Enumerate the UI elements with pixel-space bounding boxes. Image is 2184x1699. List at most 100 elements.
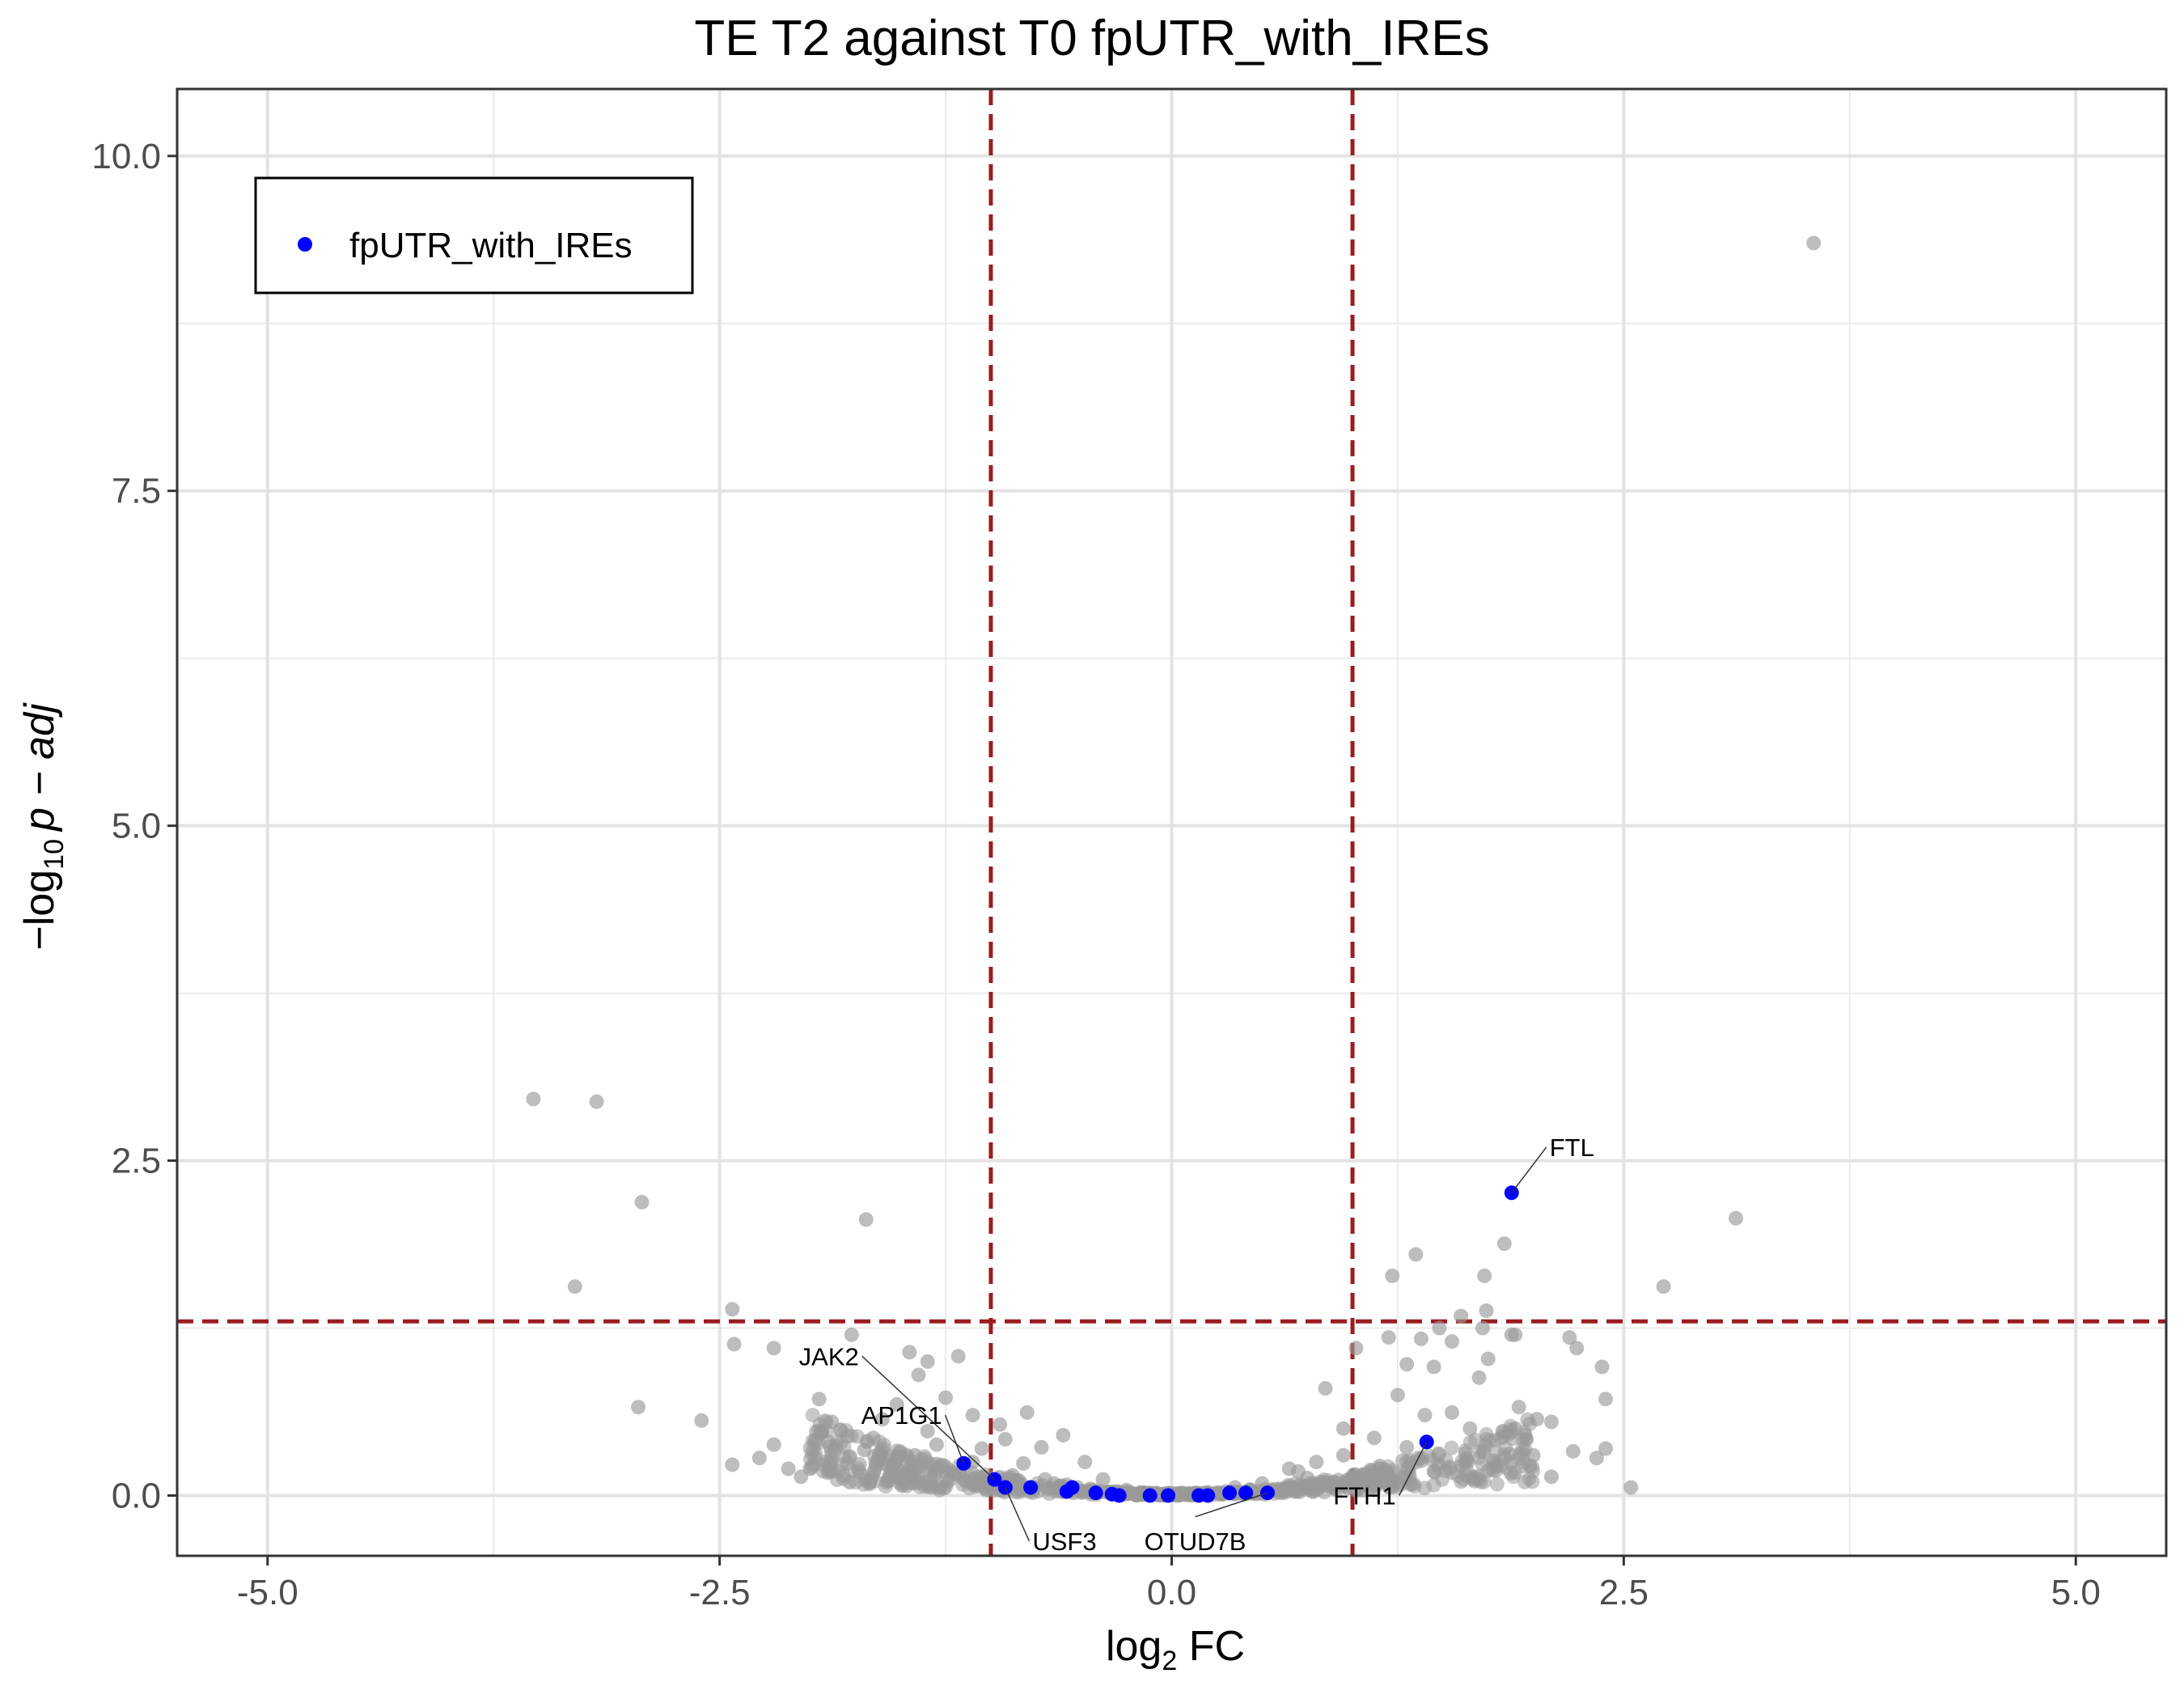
background-point	[1462, 1434, 1478, 1450]
annotation-leader-line	[1399, 1441, 1428, 1496]
background-point	[1290, 1464, 1306, 1479]
highlight-points	[956, 1185, 1519, 1503]
background-point	[1417, 1408, 1433, 1423]
background-point	[932, 1482, 947, 1498]
background-point	[1399, 1454, 1414, 1469]
background-point	[1381, 1330, 1396, 1345]
background-point	[851, 1460, 866, 1476]
background-point	[871, 1434, 887, 1449]
background-point	[1385, 1477, 1400, 1492]
highlight-point	[1200, 1488, 1216, 1503]
threshold-lines	[177, 89, 2166, 1556]
y-tick-label: 2.5	[112, 1142, 161, 1181]
background-point	[1034, 1439, 1049, 1455]
annotation-leader-line	[1005, 1487, 1031, 1542]
legend-label: fpUTR_with_IREs	[349, 226, 633, 265]
background-point	[1309, 1455, 1324, 1470]
background-point	[1444, 1334, 1459, 1349]
background-point	[1441, 1459, 1457, 1474]
background-point	[1399, 1357, 1415, 1372]
background-point	[920, 1424, 935, 1439]
x-tick-label: 2.5	[1599, 1573, 1649, 1612]
background-point	[829, 1434, 844, 1449]
background-point	[1496, 1236, 1512, 1252]
legend-marker	[298, 237, 312, 252]
x-tick-label: 5.0	[2051, 1573, 2101, 1612]
background-point	[1511, 1400, 1526, 1415]
background-point	[766, 1437, 781, 1452]
background-point	[868, 1473, 883, 1489]
highlight-point	[1142, 1488, 1158, 1503]
background-point	[822, 1464, 837, 1480]
background-point	[1390, 1388, 1405, 1403]
highlight-point	[1238, 1485, 1254, 1501]
background-point	[1472, 1444, 1488, 1460]
background-point	[849, 1429, 865, 1444]
background-point	[1016, 1455, 1031, 1471]
background-point	[781, 1461, 796, 1477]
background-point	[1480, 1351, 1496, 1366]
background-point	[893, 1444, 908, 1460]
background-point	[1565, 1443, 1581, 1459]
background-point	[1413, 1331, 1428, 1346]
chart-title: TE T2 against T0 fpUTR_with_IREs	[694, 11, 1489, 66]
background-point	[938, 1390, 954, 1405]
background-point	[974, 1441, 989, 1456]
background-point	[1348, 1341, 1364, 1356]
background-point	[1462, 1421, 1478, 1436]
annotation-leader-line	[1511, 1146, 1547, 1193]
x-tick-label: -5.0	[237, 1573, 298, 1612]
background-point	[955, 1477, 971, 1493]
background-point	[874, 1412, 890, 1427]
y-tick-label: 5.0	[112, 807, 161, 846]
background-point	[920, 1354, 935, 1369]
background-point	[1385, 1268, 1400, 1283]
background-point	[904, 1459, 920, 1474]
highlight-point	[1111, 1488, 1127, 1503]
background-point	[993, 1417, 1008, 1432]
y-axis-title-rest: p − adj	[16, 702, 63, 833]
background-point	[1408, 1247, 1424, 1262]
background-point	[911, 1367, 926, 1383]
background-point	[1492, 1430, 1508, 1446]
background-point	[950, 1349, 966, 1364]
background-point	[1806, 235, 1822, 251]
x-axis-title-sub: 2	[1162, 1646, 1177, 1676]
background-point	[866, 1448, 882, 1464]
background-point	[1562, 1330, 1577, 1345]
background-point	[1399, 1439, 1415, 1455]
background-point	[634, 1194, 650, 1210]
background-point	[880, 1473, 895, 1489]
background-point	[833, 1422, 849, 1438]
background-point	[920, 1455, 935, 1470]
x-axis-title-main: log	[1106, 1623, 1162, 1670]
background-point	[1515, 1441, 1530, 1456]
y-axis-title-sub: 10	[39, 839, 70, 870]
background-point	[1175, 1486, 1190, 1502]
background-point	[1285, 1480, 1301, 1495]
y-tick-label: 0.0	[112, 1476, 161, 1515]
background-point	[631, 1400, 646, 1415]
background-point	[1077, 1455, 1093, 1470]
background-point	[1656, 1279, 1671, 1294]
background-point	[726, 1337, 742, 1352]
x-axis-ticks: -5.0 -2.5 0.0 2.5 5.0	[237, 1556, 2101, 1612]
gene-annotations: FTL FTH1 JAK2 AP1G1 USF3 OTUD7B	[799, 1133, 1594, 1556]
background-point	[889, 1396, 904, 1412]
background-point	[1517, 1427, 1533, 1443]
background-point	[1467, 1471, 1482, 1486]
highlight-point	[1023, 1480, 1039, 1495]
background-point	[1517, 1474, 1532, 1489]
background-point	[1598, 1441, 1614, 1456]
background-point	[1040, 1481, 1056, 1497]
background-point	[1505, 1431, 1520, 1447]
background-point	[997, 1431, 1013, 1447]
background-point	[1426, 1477, 1441, 1493]
background-point	[1323, 1479, 1338, 1494]
background-point	[589, 1094, 604, 1109]
background-point	[1471, 1370, 1487, 1385]
background-point	[725, 1457, 740, 1472]
background-point	[567, 1279, 582, 1294]
background-point	[1623, 1480, 1639, 1495]
background-point	[1296, 1479, 1311, 1494]
